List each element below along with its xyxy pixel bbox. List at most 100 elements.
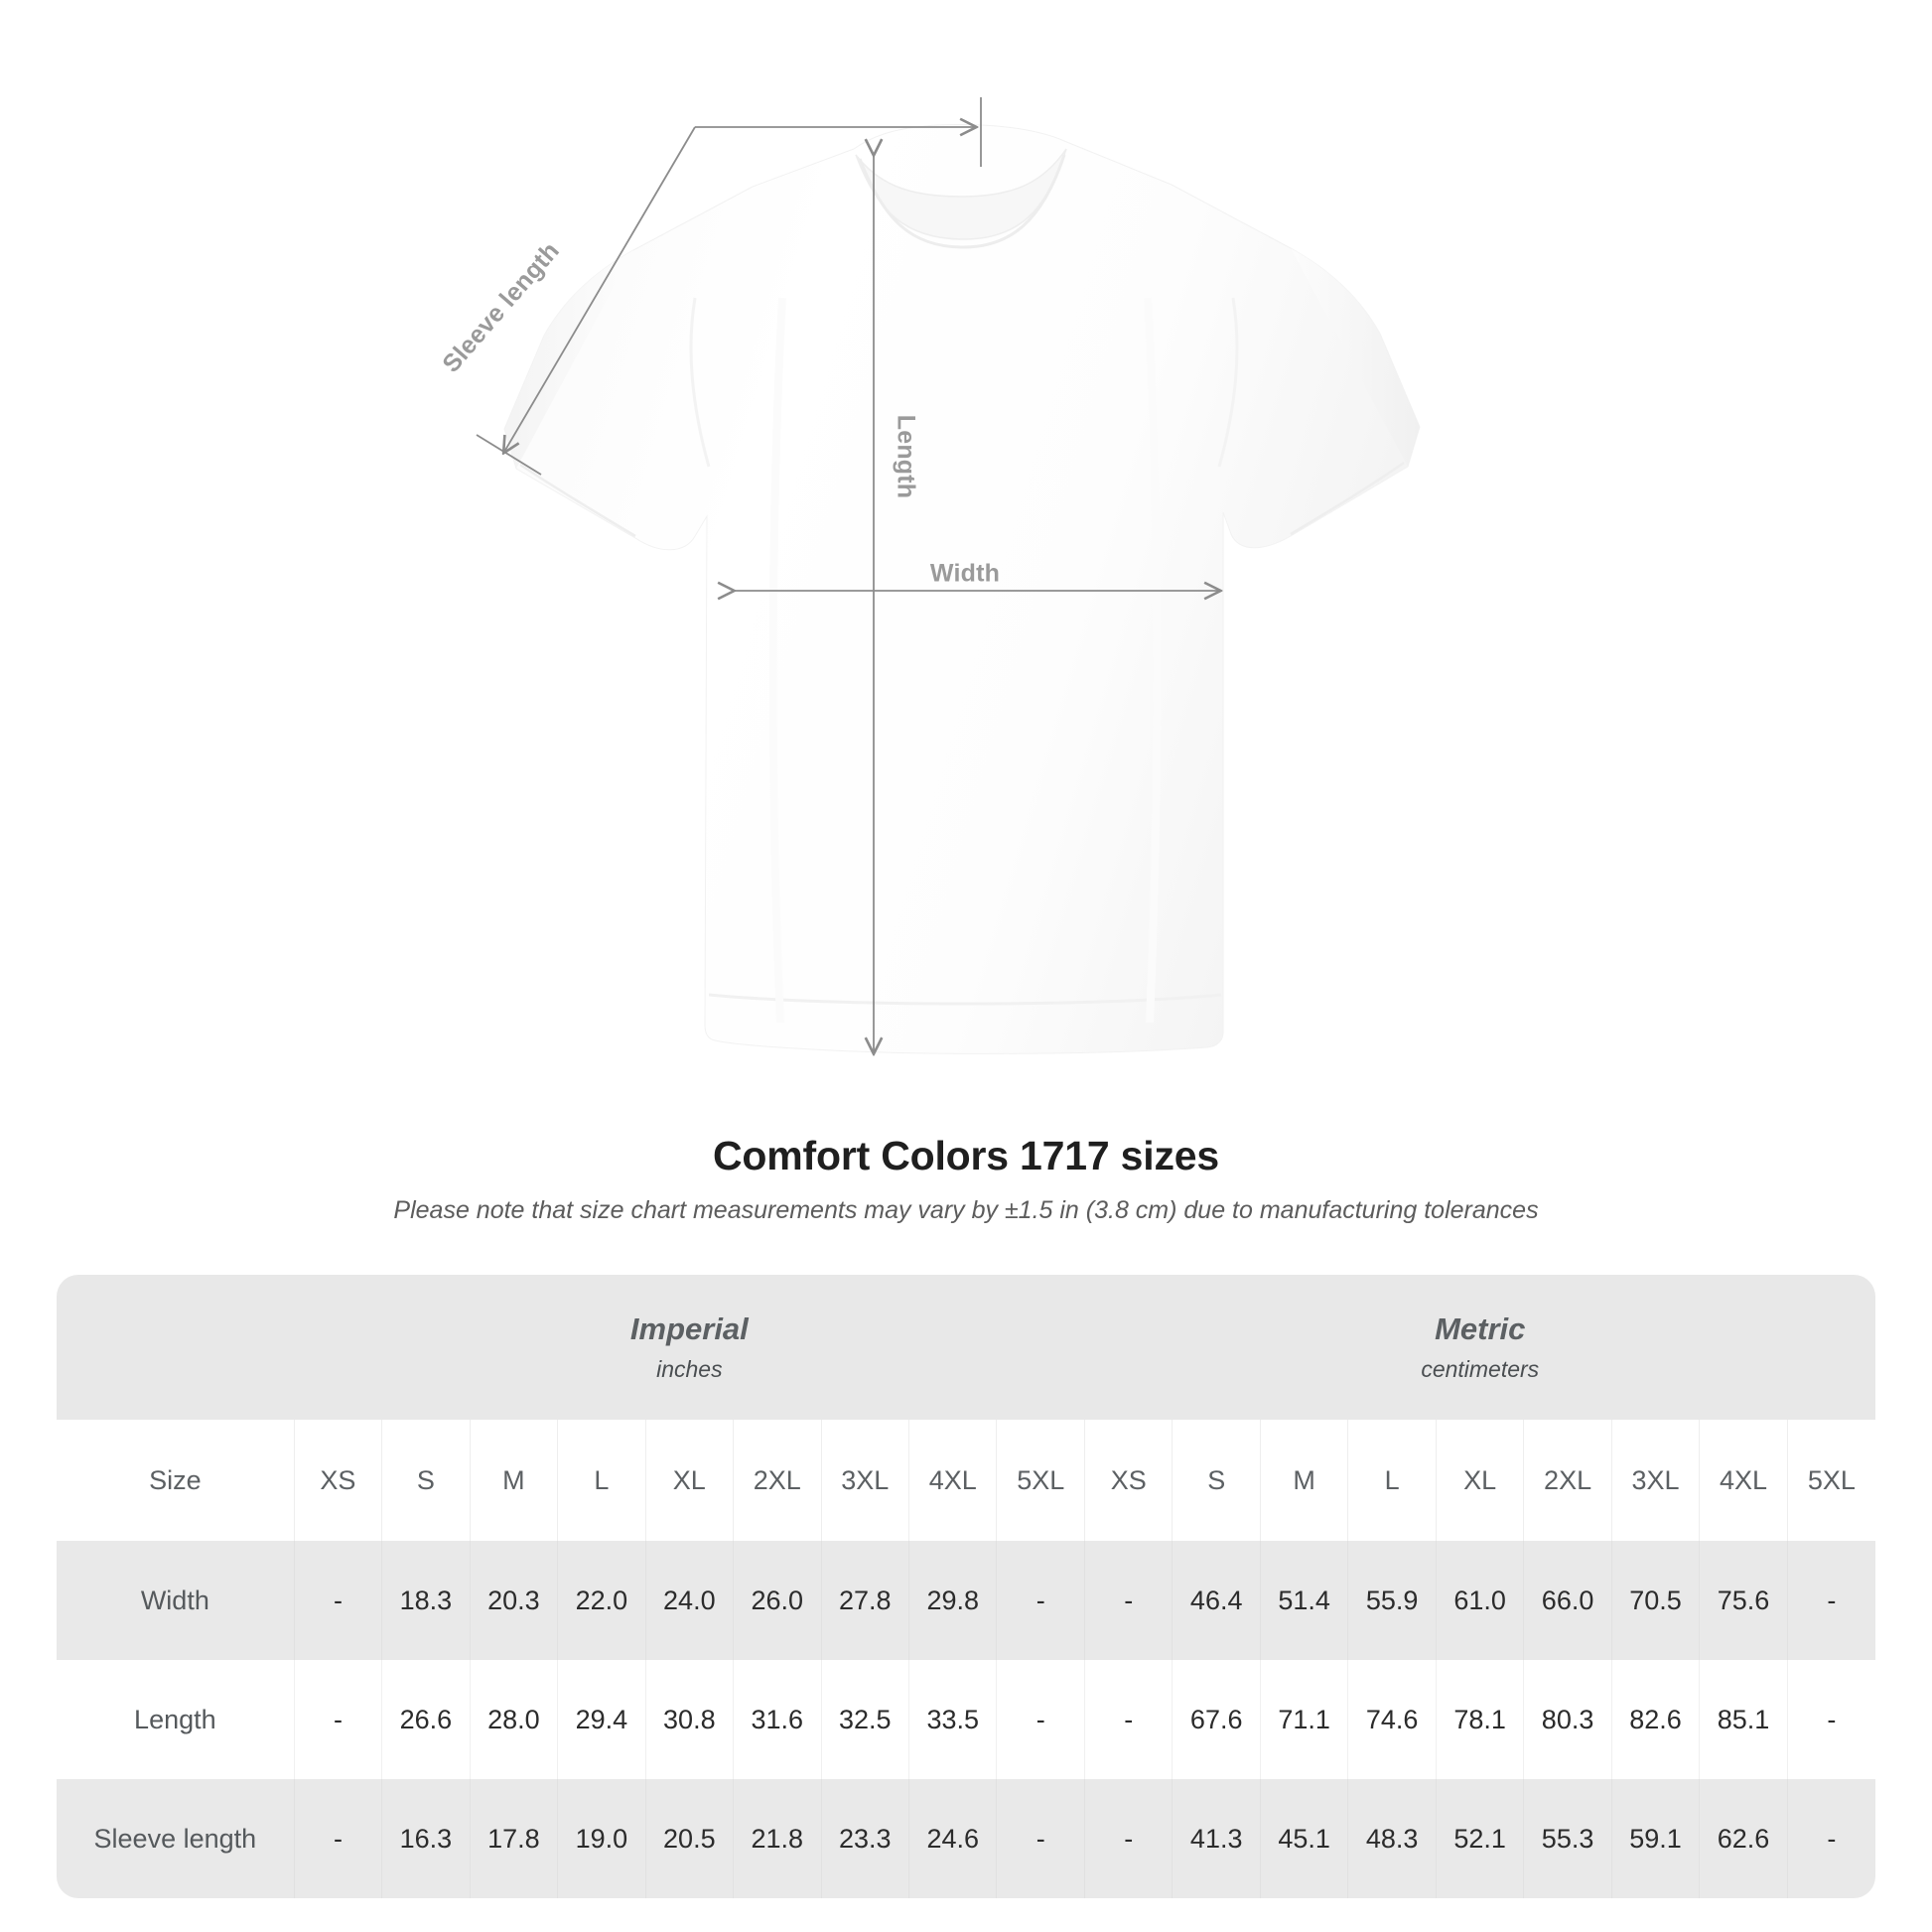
size-col-metric-3xl: 3XL [1610, 1420, 1700, 1541]
size-col-imperial-3xl: 3XL [820, 1420, 909, 1541]
cell-length-metric-l: 74.6 [1347, 1660, 1437, 1779]
cell-sleeve-metric-2xl: 55.3 [1523, 1779, 1612, 1898]
size-col-metric-2xl: 2XL [1523, 1420, 1612, 1541]
cell-sleeve-imperial-xl: 20.5 [644, 1779, 734, 1898]
cell-sleeve-metric-xl: 52.1 [1435, 1779, 1524, 1898]
size-col-imperial-xl: XL [644, 1420, 734, 1541]
system-header-row: Imperial inches Metric centimeters [57, 1275, 1875, 1420]
cell-width-metric-2xl: 66.0 [1523, 1541, 1612, 1660]
cell-width-metric-3xl: 70.5 [1610, 1541, 1700, 1660]
system-corner-cell [57, 1275, 295, 1420]
cell-sleeve-imperial-m: 17.8 [469, 1779, 558, 1898]
system-metric-unit: centimeters [1421, 1356, 1540, 1383]
cell-sleeve-metric-3xl: 59.1 [1610, 1779, 1700, 1898]
cell-length-imperial-3xl: 32.5 [820, 1660, 909, 1779]
row-label-width: Width [57, 1541, 295, 1660]
table-row: Width - 18.3 20.3 22.0 24.0 26.0 27.8 29… [57, 1541, 1875, 1660]
tshirt-body [503, 124, 1421, 1054]
size-table-container: Imperial inches Metric centimeters Size … [57, 1275, 1875, 1898]
cell-sleeve-imperial-l: 19.0 [557, 1779, 646, 1898]
cell-width-metric-4xl: 75.6 [1699, 1541, 1788, 1660]
length-label: Length [892, 414, 920, 499]
cell-length-imperial-l: 29.4 [557, 1660, 646, 1779]
chart-heading: Comfort Colors 1717 sizes Please note th… [0, 1132, 1932, 1227]
cell-width-imperial-s: 18.3 [381, 1541, 471, 1660]
size-header-row: Size XS S M L XL 2XL 3XL 4XL 5XL XS S M … [57, 1420, 1875, 1541]
cell-sleeve-imperial-s: 16.3 [381, 1779, 471, 1898]
size-col-metric-l: L [1347, 1420, 1437, 1541]
cell-sleeve-metric-xs: - [1083, 1779, 1173, 1898]
cell-length-metric-4xl: 85.1 [1699, 1660, 1788, 1779]
cell-sleeve-metric-m: 45.1 [1259, 1779, 1348, 1898]
cell-width-imperial-4xl: 29.8 [907, 1541, 997, 1660]
system-metric-name: Metric [1435, 1311, 1526, 1347]
cell-sleeve-imperial-3xl: 23.3 [820, 1779, 909, 1898]
cell-width-imperial-xs: - [293, 1541, 382, 1660]
cell-length-imperial-5xl: - [996, 1660, 1085, 1779]
cell-width-metric-5xl: - [1786, 1541, 1875, 1660]
system-imperial-name: Imperial [629, 1311, 749, 1347]
system-imperial-cell: Imperial inches [294, 1275, 1085, 1420]
size-col-metric-4xl: 4XL [1699, 1420, 1788, 1541]
size-table: Imperial inches Metric centimeters Size … [57, 1275, 1875, 1898]
size-col-metric-xl: XL [1435, 1420, 1524, 1541]
size-col-metric-s: S [1172, 1420, 1261, 1541]
cell-width-metric-s: 46.4 [1172, 1541, 1261, 1660]
tshirt-illustration: Sleeve length Length Width [437, 97, 1421, 1112]
size-col-imperial-2xl: 2XL [733, 1420, 822, 1541]
measurement-guides [476, 97, 1219, 1052]
cell-length-imperial-s: 26.6 [381, 1660, 471, 1779]
cell-width-metric-xl: 61.0 [1435, 1541, 1524, 1660]
cell-width-metric-l: 55.9 [1347, 1541, 1437, 1660]
page-title: Comfort Colors 1717 sizes [713, 1133, 1219, 1178]
sleeve-tick-diagonal [476, 434, 542, 476]
cell-length-metric-m: 71.1 [1259, 1660, 1348, 1779]
size-col-imperial-m: M [469, 1420, 558, 1541]
table-row: Sleeve length - 16.3 17.8 19.0 20.5 21.8… [57, 1779, 1875, 1898]
cell-length-metric-2xl: 80.3 [1523, 1660, 1612, 1779]
system-metric-cell: Metric centimeters [1084, 1275, 1875, 1420]
cell-sleeve-imperial-2xl: 21.8 [733, 1779, 822, 1898]
cell-sleeve-metric-4xl: 62.6 [1699, 1779, 1788, 1898]
cell-sleeve-imperial-4xl: 24.6 [907, 1779, 997, 1898]
cell-sleeve-imperial-xs: - [293, 1779, 382, 1898]
cell-length-imperial-xl: 30.8 [644, 1660, 734, 1779]
tshirt-svg [476, 97, 1421, 1112]
size-col-imperial-l: L [557, 1420, 646, 1541]
width-label: Width [929, 559, 1001, 588]
size-col-imperial-5xl: 5XL [996, 1420, 1085, 1541]
cell-sleeve-imperial-5xl: - [996, 1779, 1085, 1898]
size-header-label: Size [57, 1420, 295, 1541]
size-col-metric-m: M [1259, 1420, 1348, 1541]
size-col-metric-xs: XS [1083, 1420, 1173, 1541]
size-col-imperial-s: S [381, 1420, 471, 1541]
cell-sleeve-metric-s: 41.3 [1172, 1779, 1261, 1898]
cell-width-imperial-5xl: - [996, 1541, 1085, 1660]
cell-width-imperial-3xl: 27.8 [820, 1541, 909, 1660]
cell-width-imperial-l: 22.0 [557, 1541, 646, 1660]
cell-length-metric-xs: - [1083, 1660, 1173, 1779]
cell-length-metric-xl: 78.1 [1435, 1660, 1524, 1779]
cell-width-imperial-xl: 24.0 [644, 1541, 734, 1660]
cell-length-metric-s: 67.6 [1172, 1660, 1261, 1779]
cell-length-imperial-2xl: 31.6 [733, 1660, 822, 1779]
cell-length-metric-3xl: 82.6 [1610, 1660, 1700, 1779]
cell-length-imperial-4xl: 33.5 [907, 1660, 997, 1779]
cell-length-imperial-xs: - [293, 1660, 382, 1779]
system-imperial-unit: inches [656, 1356, 723, 1383]
cell-sleeve-metric-5xl: - [1786, 1779, 1875, 1898]
size-col-imperial-4xl: 4XL [907, 1420, 997, 1541]
cell-width-imperial-2xl: 26.0 [733, 1541, 822, 1660]
row-label-sleeve-length: Sleeve length [57, 1779, 295, 1898]
size-col-metric-5xl: 5XL [1786, 1420, 1875, 1541]
row-label-length: Length [57, 1660, 295, 1779]
table-row: Length - 26.6 28.0 29.4 30.8 31.6 32.5 3… [57, 1660, 1875, 1779]
sleeve-length-line [504, 126, 696, 452]
cell-width-metric-xs: - [1083, 1541, 1173, 1660]
cell-length-imperial-m: 28.0 [469, 1660, 558, 1779]
cell-width-metric-m: 51.4 [1259, 1541, 1348, 1660]
size-col-imperial-xs: XS [293, 1420, 382, 1541]
cell-sleeve-metric-l: 48.3 [1347, 1779, 1437, 1898]
tolerance-note: Please note that size chart measurements… [393, 1196, 1539, 1225]
